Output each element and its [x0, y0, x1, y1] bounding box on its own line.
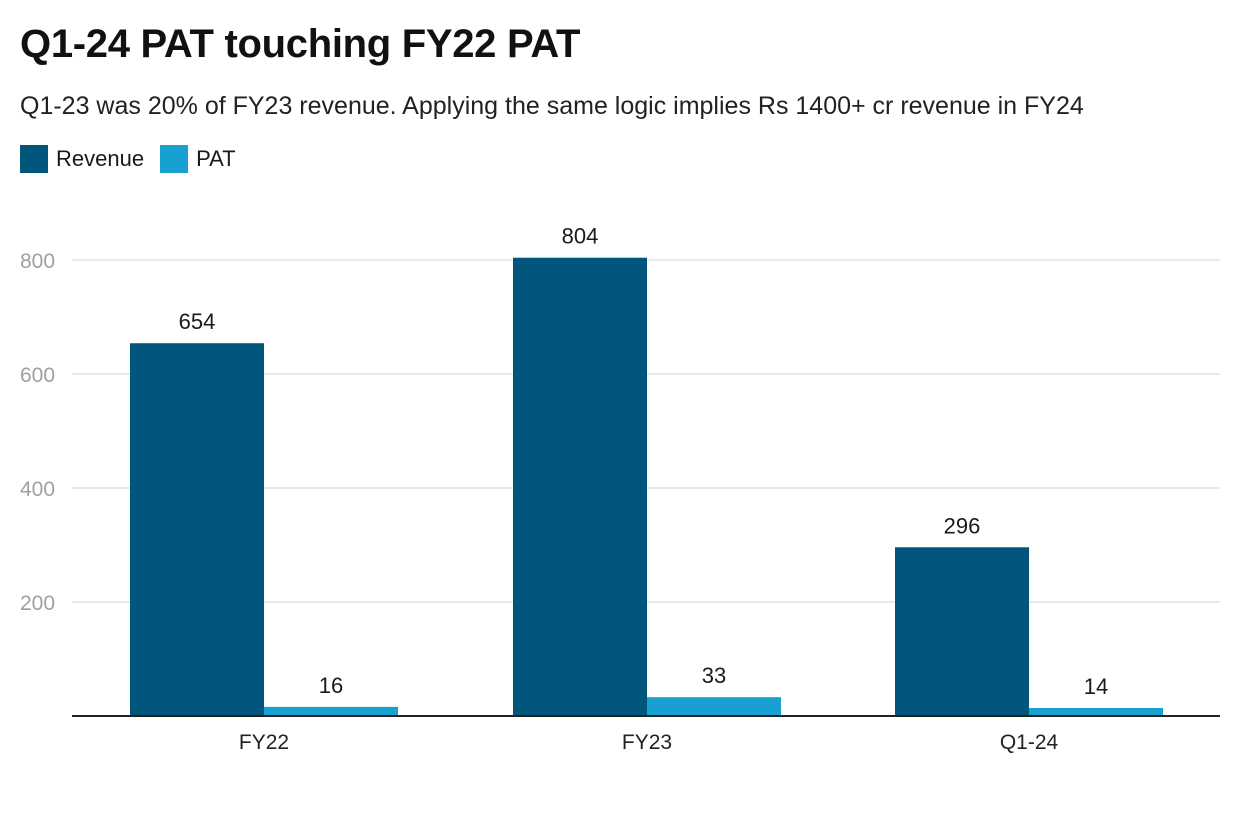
bar-revenue-q1-24 — [895, 547, 1029, 716]
data-label-revenue-fy22: 654 — [179, 309, 216, 334]
legend-swatch-pat — [160, 145, 189, 173]
x-tick-label-q1-24: Q1-24 — [1000, 731, 1059, 754]
data-label-pat-fy22: 16 — [319, 673, 343, 698]
data-label-revenue-q1-24: 296 — [944, 513, 981, 538]
bar-revenue-fy22 — [130, 343, 264, 716]
bar-pat-fy23 — [647, 697, 781, 716]
legend-item-pat: PAT — [160, 145, 236, 173]
chart-legend: Revenue PAT — [20, 145, 236, 173]
legend-label-revenue: Revenue — [56, 146, 145, 171]
bar-revenue-fy23 — [513, 257, 647, 716]
data-label-pat-q1-24: 14 — [1084, 674, 1108, 699]
chart-title: Q1-24 PAT touching FY22 PAT — [20, 22, 581, 66]
y-tick-label-600: 600 — [20, 364, 55, 387]
x-tick-label-fy23: FY23 — [622, 731, 672, 754]
legend-label-pat: PAT — [196, 146, 236, 171]
y-tick-label-200: 200 — [20, 592, 55, 615]
bar-pat-q1-24 — [1029, 708, 1163, 716]
legend-swatch-revenue — [20, 145, 48, 173]
bar-pat-fy22 — [264, 706, 398, 716]
x-tick-label-fy22: FY22 — [239, 731, 289, 754]
legend-item-revenue: Revenue — [20, 145, 144, 173]
chart-subtitle: Q1-23 was 20% of FY23 revenue. Applying … — [20, 92, 1084, 120]
data-label-revenue-fy23: 804 — [562, 224, 599, 249]
y-tick-label-400: 400 — [20, 478, 55, 501]
data-label-pat-fy23: 33 — [702, 663, 726, 688]
y-tick-label-800: 800 — [20, 250, 55, 273]
